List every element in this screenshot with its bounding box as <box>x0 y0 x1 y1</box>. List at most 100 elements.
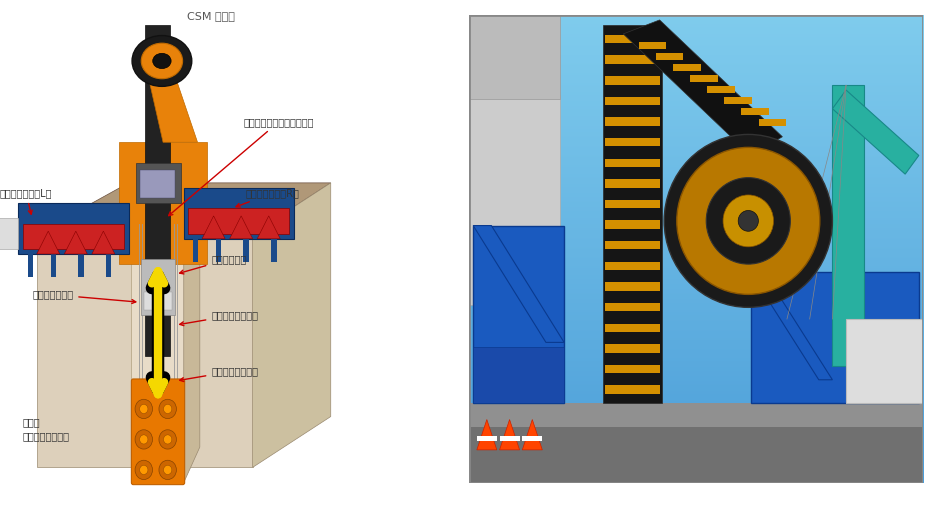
Bar <box>144 292 172 310</box>
Bar <box>468 94 559 305</box>
Bar <box>604 179 659 187</box>
Polygon shape <box>832 90 918 174</box>
Bar <box>750 272 918 403</box>
Circle shape <box>159 430 176 449</box>
Bar <box>832 85 863 366</box>
Circle shape <box>664 135 832 307</box>
Bar <box>135 163 182 203</box>
Polygon shape <box>230 216 252 239</box>
Bar <box>690 75 717 82</box>
Bar <box>468 417 922 483</box>
Ellipse shape <box>153 53 171 69</box>
Bar <box>468 403 922 427</box>
Polygon shape <box>623 20 781 155</box>
Polygon shape <box>64 231 87 254</box>
Polygon shape <box>37 183 330 234</box>
Polygon shape <box>252 183 330 467</box>
Polygon shape <box>131 213 199 234</box>
Circle shape <box>135 430 152 449</box>
Bar <box>23 224 124 249</box>
Polygon shape <box>257 216 280 239</box>
Bar <box>604 76 659 84</box>
Bar <box>845 319 922 403</box>
Circle shape <box>676 147 819 294</box>
Circle shape <box>163 435 171 444</box>
Circle shape <box>159 460 176 480</box>
Bar <box>603 24 661 403</box>
Bar <box>19 203 129 254</box>
Bar <box>757 119 785 126</box>
Bar <box>604 117 659 126</box>
Bar <box>216 236 222 262</box>
Bar <box>604 220 659 229</box>
Text: ガイドワイヤー: ガイドワイヤー <box>32 290 135 303</box>
Bar <box>28 251 33 277</box>
Bar <box>473 347 564 403</box>
Bar <box>140 170 174 198</box>
Bar <box>604 386 659 394</box>
Bar <box>604 262 659 270</box>
Polygon shape <box>202 216 225 239</box>
Bar <box>604 138 659 146</box>
Bar <box>604 158 659 167</box>
Polygon shape <box>37 234 252 467</box>
Bar <box>604 282 659 291</box>
Polygon shape <box>92 231 115 254</box>
Text: 掘削機
クワトロカッター: 掘削機 クワトロカッター <box>23 418 70 441</box>
Bar <box>473 226 564 403</box>
Text: センサー計測開始終了位置: センサー計測開始終了位置 <box>169 117 313 215</box>
Bar <box>604 365 659 373</box>
Bar <box>499 436 519 440</box>
Bar <box>141 259 174 315</box>
FancyBboxPatch shape <box>132 379 184 485</box>
Bar <box>604 324 659 332</box>
Circle shape <box>159 399 176 419</box>
Bar <box>673 64 700 71</box>
Text: センサー計測位置: センサー計測位置 <box>180 366 258 382</box>
Bar <box>604 55 659 64</box>
Bar <box>741 108 768 115</box>
Polygon shape <box>750 272 832 380</box>
Circle shape <box>737 210 757 231</box>
Polygon shape <box>131 234 184 483</box>
Bar <box>0 218 19 249</box>
Circle shape <box>135 460 152 480</box>
Polygon shape <box>145 61 197 142</box>
Polygon shape <box>473 226 564 342</box>
Circle shape <box>135 399 152 419</box>
Polygon shape <box>37 231 59 254</box>
Bar <box>604 303 659 311</box>
Bar <box>243 236 248 262</box>
Text: CSM 施工機: CSM 施工機 <box>187 11 235 21</box>
Bar <box>193 236 198 262</box>
Bar <box>476 436 496 440</box>
Text: センサー移動方向: センサー移動方向 <box>180 310 258 326</box>
Bar <box>604 97 659 105</box>
Bar <box>145 25 170 356</box>
Circle shape <box>705 178 790 264</box>
Bar <box>522 436 541 440</box>
Bar <box>604 241 659 249</box>
Circle shape <box>163 404 171 414</box>
Text: センサー装置: センサー装置 <box>180 254 247 274</box>
Ellipse shape <box>141 43 183 79</box>
Bar <box>706 86 734 93</box>
Bar <box>271 236 276 262</box>
Bar <box>468 15 559 100</box>
Circle shape <box>163 465 171 474</box>
Polygon shape <box>499 420 519 450</box>
Polygon shape <box>184 213 199 483</box>
Bar <box>604 200 659 208</box>
Circle shape <box>139 435 147 444</box>
Polygon shape <box>522 420 541 450</box>
Text: ウインチ架台（R）: ウインチ架台（R） <box>235 188 299 207</box>
Circle shape <box>139 465 147 474</box>
Bar <box>120 142 207 264</box>
Bar <box>655 53 683 60</box>
Text: ウインチ架台（L）: ウインチ架台（L） <box>0 188 53 214</box>
Bar <box>184 188 294 239</box>
Polygon shape <box>476 420 496 450</box>
Bar <box>604 344 659 353</box>
Bar <box>724 97 751 104</box>
Bar <box>188 208 289 234</box>
